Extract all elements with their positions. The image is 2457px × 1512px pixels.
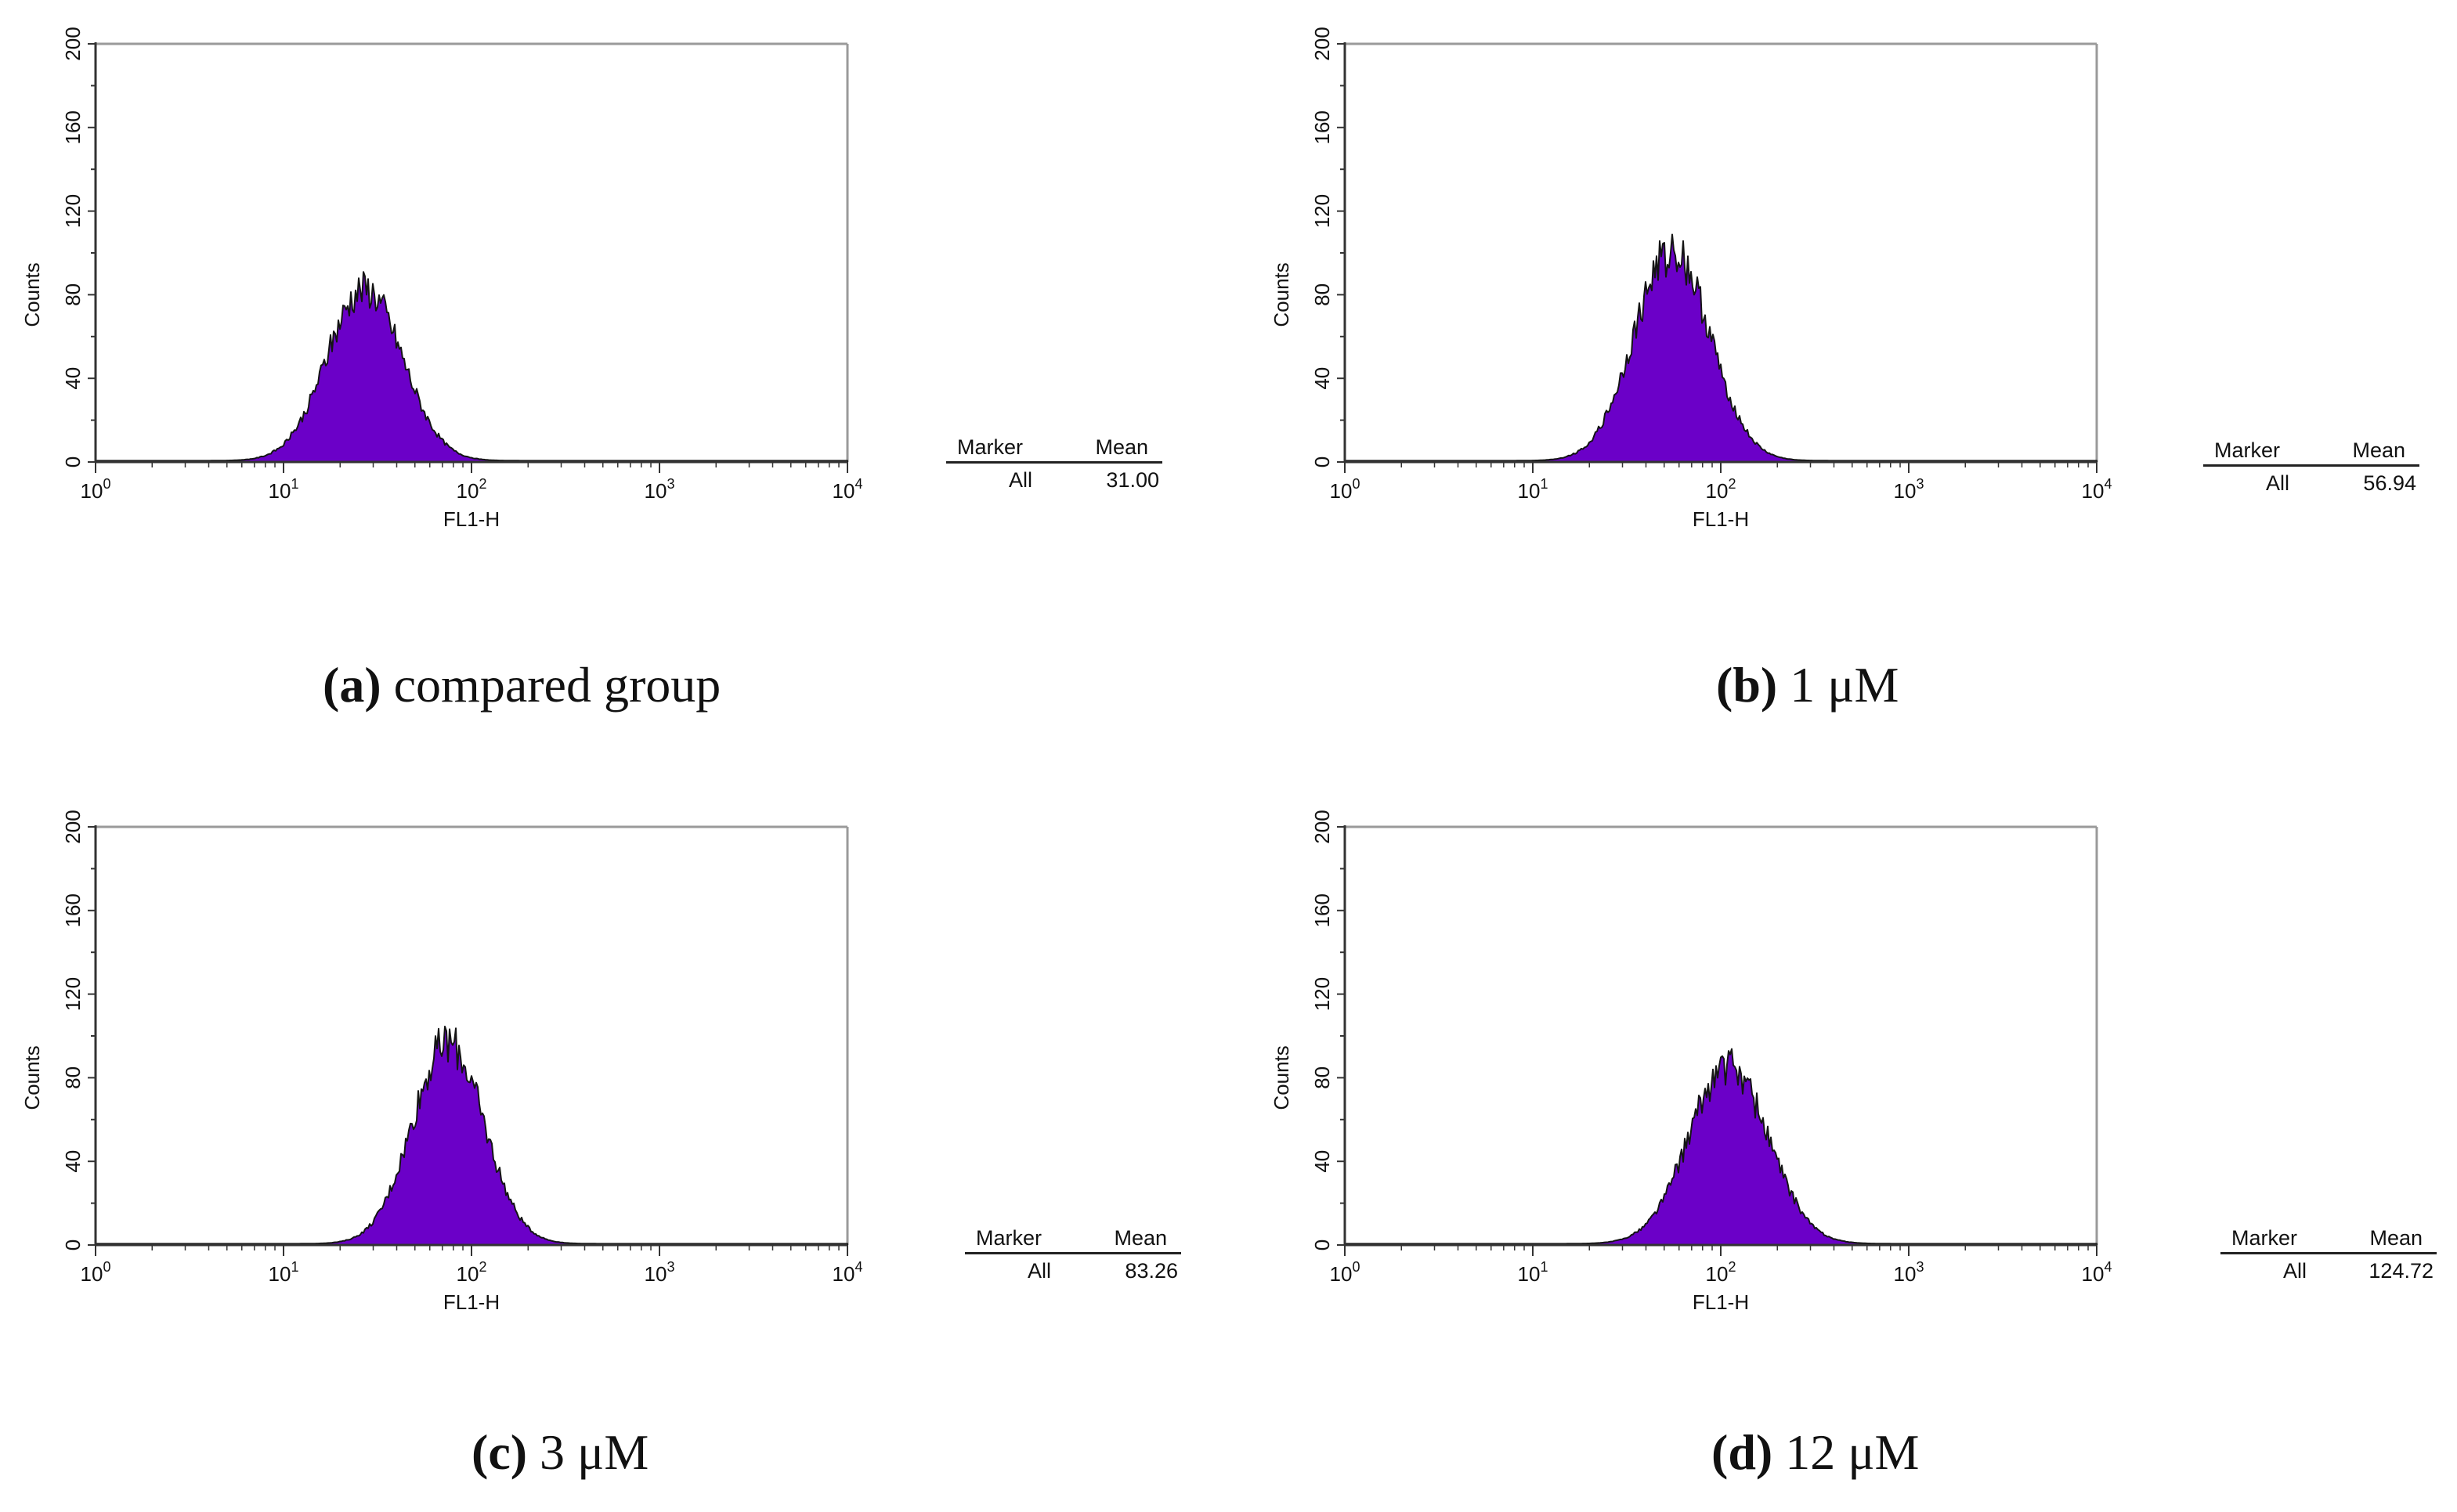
y-tick-label: 120	[61, 977, 85, 1011]
stats-table-c: Marker Mean All 83.26	[965, 1226, 1181, 1283]
mean-header: Mean	[2352, 438, 2405, 462]
x-tick-label: 101	[269, 1259, 299, 1286]
marker-header: Marker	[976, 1226, 1042, 1250]
caption-text: 3 μM	[527, 1424, 649, 1480]
marker-header: Marker	[2214, 438, 2281, 462]
histogram-b: 0 40 80 120 160 200 Counts 100 101 102 103 104 FL1-H	[1270, 27, 2112, 531]
mean-value: 83.26	[1125, 1259, 1178, 1283]
y-tick-label: 160	[61, 110, 85, 144]
x-tick-label: 103	[645, 476, 675, 503]
mean-header: Mean	[1114, 1226, 1167, 1250]
y-tick-label: 200	[61, 810, 85, 843]
y-tick-label: 120	[61, 194, 85, 228]
y-tick-label: 80	[1310, 283, 1334, 306]
y-tick-label: 40	[1310, 1150, 1334, 1173]
marker-header: Marker	[957, 435, 1024, 459]
x-tick-label: 100	[81, 476, 111, 503]
y-tick-label: 40	[61, 367, 85, 390]
x-tick-label: 101	[1518, 476, 1548, 503]
marker-value: All	[2266, 471, 2290, 495]
x-tick-label: 103	[1894, 476, 1924, 503]
mean-value: 31.00	[1106, 468, 1159, 492]
x-tick-label: 104	[833, 476, 863, 503]
marker-value: All	[1009, 468, 1033, 492]
y-tick-label: 200	[61, 27, 85, 60]
caption-d: (d) 12 μM	[1711, 1424, 1919, 1481]
y-tick-label: 40	[61, 1150, 85, 1173]
y-axis-label: Counts	[20, 262, 44, 327]
x-tick-label: 104	[2082, 476, 2112, 503]
y-tick-label: 120	[1310, 194, 1334, 228]
histogram-area	[1344, 1048, 2097, 1246]
x-tick-label: 103	[1894, 1259, 1924, 1286]
x-tick-label: 100	[81, 1259, 111, 1286]
caption-text: compared group	[381, 657, 721, 713]
x-tick-label: 102	[1706, 476, 1736, 503]
x-tick-label: 102	[1706, 1259, 1736, 1286]
histogram-d: 0 40 80 120 160 200 Counts 100 101 102 103 104 FL1-H	[1270, 810, 2112, 1314]
x-tick-label: 102	[457, 476, 487, 503]
y-tick-label: 0	[61, 1240, 85, 1250]
mean-header: Mean	[1095, 435, 1148, 459]
histogram-area	[1344, 233, 2097, 463]
caption-letter: (b)	[1716, 657, 1778, 713]
y-tick-label: 120	[1310, 977, 1334, 1011]
y-tick-label: 0	[1310, 456, 1334, 467]
y-axis-label: Counts	[1270, 262, 1293, 327]
x-axis-label: FL1-H	[1693, 507, 1749, 531]
mean-value: 124.72	[2368, 1259, 2434, 1283]
marker-value: All	[1028, 1259, 1052, 1283]
y-tick-label: 40	[1310, 367, 1334, 390]
y-tick-label: 80	[61, 283, 85, 306]
histogram-area	[95, 1025, 848, 1246]
stats-table-a: Marker Mean All 31.00	[946, 435, 1162, 493]
histogram-area	[95, 271, 848, 463]
x-tick-label: 100	[1330, 476, 1360, 503]
caption-c: (c) 3 μM	[472, 1424, 649, 1481]
mean-header: Mean	[2369, 1226, 2423, 1250]
stats-table-d: Marker Mean All 124.72	[2220, 1226, 2437, 1283]
y-tick-label: 0	[1310, 1240, 1334, 1250]
y-tick-label: 160	[61, 893, 85, 927]
y-tick-label: 160	[1310, 893, 1334, 927]
x-tick-label: 104	[2082, 1259, 2112, 1286]
caption-text: 1 μM	[1777, 657, 1899, 713]
x-tick-label: 102	[457, 1259, 487, 1286]
stats-table-b: Marker Mean All 56.94	[2203, 438, 2419, 496]
x-tick-label: 100	[1330, 1259, 1360, 1286]
caption-a: (a) compared group	[323, 656, 721, 714]
marker-header: Marker	[2231, 1226, 2298, 1250]
y-tick-label: 200	[1310, 27, 1334, 60]
marker-value: All	[2283, 1259, 2307, 1283]
x-tick-label: 103	[645, 1259, 675, 1286]
y-tick-label: 0	[61, 456, 85, 467]
x-axis-label: FL1-H	[443, 507, 500, 531]
x-tick-label: 101	[269, 476, 299, 503]
caption-b: (b) 1 μM	[1716, 656, 1899, 714]
x-tick-label: 104	[833, 1259, 863, 1286]
caption-text: 12 μM	[1772, 1424, 1920, 1480]
x-tick-label: 101	[1518, 1259, 1548, 1286]
y-axis-label: Counts	[1270, 1045, 1293, 1110]
y-tick-label: 200	[1310, 810, 1334, 843]
y-tick-label: 160	[1310, 110, 1334, 144]
y-axis-label: Counts	[20, 1045, 44, 1110]
y-tick-label: 80	[61, 1066, 85, 1089]
caption-letter: (c)	[472, 1424, 528, 1480]
x-axis-label: FL1-H	[443, 1290, 500, 1314]
histogram-a: 0 40 80 120 160 200 Counts 100 101 102 103 104 FL1-H	[20, 27, 863, 531]
histogram-c: 0 40 80 120 160 200 Counts 100 101 102 103 104 FL1-H	[20, 810, 863, 1314]
caption-letter: (d)	[1711, 1424, 1773, 1480]
mean-value: 56.94	[2363, 471, 2416, 495]
caption-letter: (a)	[323, 657, 381, 713]
x-axis-label: FL1-H	[1693, 1290, 1749, 1314]
y-tick-label: 80	[1310, 1066, 1334, 1089]
